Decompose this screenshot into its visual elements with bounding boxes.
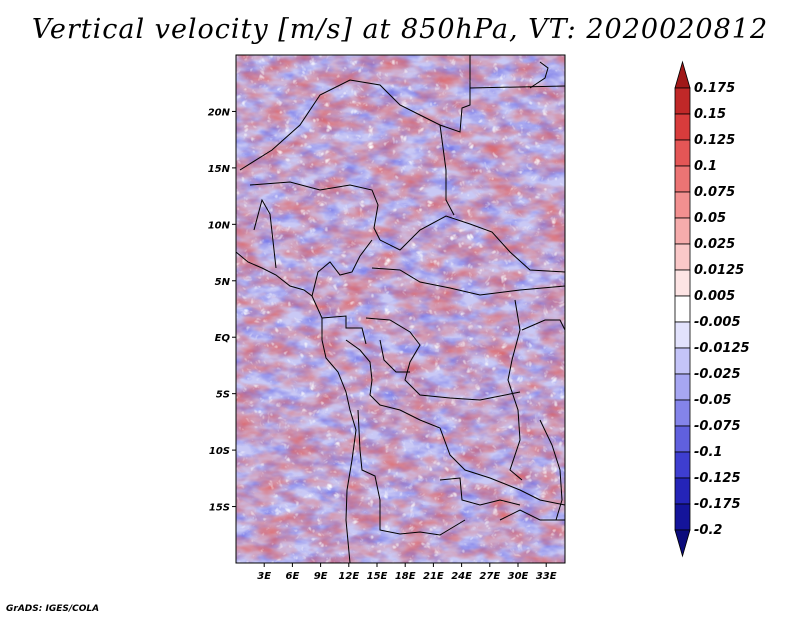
lon-tick-label: 24E: [451, 571, 472, 582]
lat-tick-label: 10N: [208, 220, 231, 231]
map-axes: 20N 15N 10N 5N EQ 5S 10S 15S 3E 6E 9E 12E 15E 18E 21E…: [208, 54, 566, 582]
colorbar-label: -0.2: [694, 523, 722, 538]
colorbar-label: 0.125: [694, 133, 735, 148]
lat-tick-label: 5N: [215, 277, 231, 288]
lon-tick-label: 9E: [314, 571, 328, 582]
colorbar-swatch: [674, 217, 691, 245]
colorbar-swatch: [674, 139, 691, 167]
colorbar-swatch: [674, 60, 691, 89]
colorbar-label: 0.075: [694, 185, 735, 200]
colorbar-swatch: [674, 425, 691, 453]
colorbar-swatch: [674, 503, 691, 531]
lon-tick-label: 3E: [257, 571, 271, 582]
colorbar-swatch: [674, 269, 691, 297]
lat-tick-label: 15S: [209, 503, 230, 514]
colorbar-swatch: [674, 399, 691, 427]
colorbar-swatch: [674, 477, 691, 505]
colorbar-swatch: [674, 373, 691, 401]
colorbar-swatch: [674, 113, 691, 141]
lat-tick-label: EQ: [215, 333, 231, 344]
colorbar-swatch: [674, 165, 691, 193]
colorbar-label: 0.005: [694, 289, 735, 304]
colorbar-label: 0.05: [694, 211, 726, 226]
lon-tick-label: 27E: [479, 571, 500, 582]
colorbar-swatch: [674, 295, 691, 323]
colorbar-label: -0.0125: [694, 341, 750, 356]
colorbar-label: 0.15: [694, 107, 726, 122]
lon-tick-label: 21E: [423, 571, 444, 582]
velocity-field: [236, 55, 565, 563]
lon-tick-label: 12E: [338, 571, 359, 582]
grads-credit: GrADS: IGES/COLA: [6, 604, 100, 614]
lon-tick-label: 33E: [536, 571, 557, 582]
lon-tick-label: 18E: [395, 571, 416, 582]
country-borders: [236, 55, 565, 563]
colorbar-label: -0.005: [694, 315, 741, 330]
colorbar-label: -0.025: [694, 367, 741, 382]
colorbar-label: 0.025: [694, 237, 735, 252]
colorbar-swatch: [674, 243, 691, 271]
map-title: Vertical velocity [m/s] at 850hPa, VT: 2…: [31, 14, 769, 45]
lon-tick-label: 6E: [286, 571, 300, 582]
lat-tick-label: 10S: [209, 446, 230, 457]
lat-tick-label: 5S: [216, 390, 230, 401]
lat-tick-label: 20N: [208, 107, 231, 118]
lat-tick-label: 15N: [208, 164, 231, 175]
colorbar-label: -0.125: [694, 471, 741, 486]
lon-tick-label: 30E: [508, 571, 529, 582]
colorbar-swatch: [674, 321, 691, 349]
colorbar-swatch: [674, 191, 691, 219]
colorbar-label: -0.175: [694, 497, 741, 512]
colorbar-swatch: [674, 529, 691, 558]
colorbar-label: 0.1: [694, 159, 717, 174]
colorbar-label: 0.0125: [694, 263, 744, 278]
colorbar-label: -0.075: [694, 419, 741, 434]
lon-tick-label: 15E: [367, 571, 388, 582]
colorbar-label: -0.1: [694, 445, 722, 460]
colorbar-label: -0.05: [694, 393, 731, 408]
colorbar-swatch: [674, 87, 691, 115]
colorbar-swatch: [674, 451, 691, 479]
colorbar-swatch: [674, 347, 691, 375]
colorbar-label: 0.175: [694, 81, 735, 96]
colorbar: 0.175 0.15 0.125 0.1 0.075 0.05 0.025 0.0125 0.0…: [674, 60, 750, 558]
